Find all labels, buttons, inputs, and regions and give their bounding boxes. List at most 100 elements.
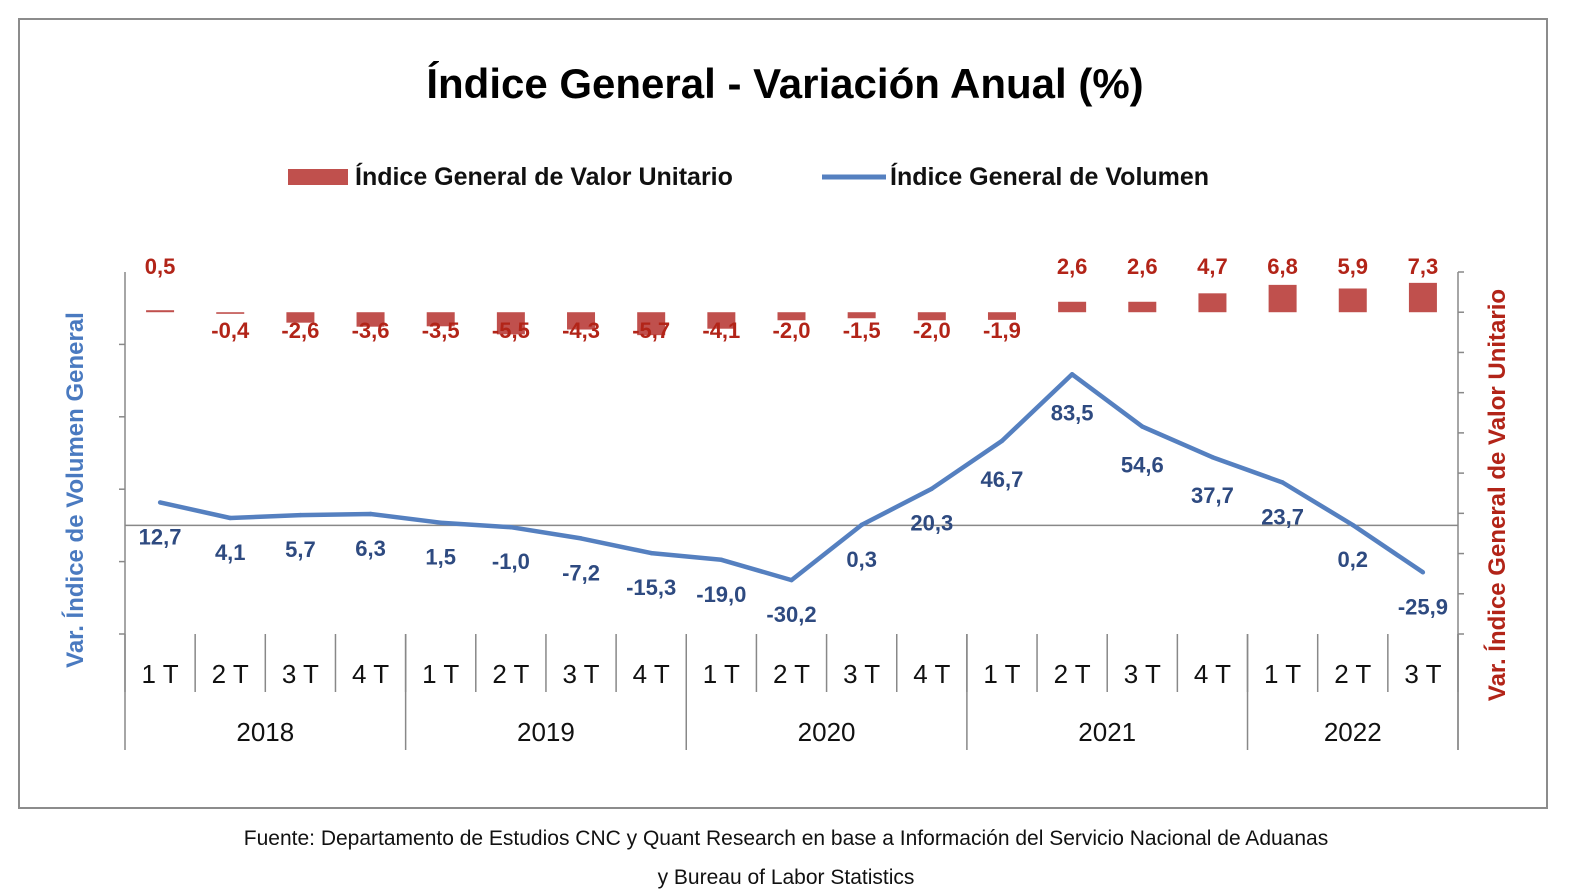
bar-valor-unitario xyxy=(1128,301,1157,313)
quarter-label: 3 T xyxy=(562,659,599,689)
bar-valor-unitario xyxy=(987,312,1016,320)
bar-valor-unitario xyxy=(286,312,315,323)
quarter-label: 3 T xyxy=(1404,659,1441,689)
quarter-label: 4 T xyxy=(913,659,950,689)
line-data-label: 4,1 xyxy=(215,540,246,565)
line-data-label: 54,6 xyxy=(1121,453,1164,478)
quarter-label: 4 T xyxy=(352,659,389,689)
line-data-label: 1,5 xyxy=(425,545,456,570)
quarter-label: 1 T xyxy=(422,659,459,689)
year-label: 2019 xyxy=(517,717,575,747)
line-point xyxy=(578,536,584,541)
source-line-2: y Bureau of Labor Statistics xyxy=(657,866,915,889)
bar-data-label: -3,5 xyxy=(422,318,460,343)
line-point xyxy=(1280,480,1285,485)
line-data-label: 37,7 xyxy=(1191,483,1234,508)
line-point xyxy=(648,550,654,556)
year-label: 2022 xyxy=(1324,717,1382,747)
quarter-label: 1 T xyxy=(703,659,740,689)
quarter-label: 4 T xyxy=(1194,659,1231,689)
line-data-label: 12,7 xyxy=(139,524,182,549)
bar-valor-unitario xyxy=(146,310,175,313)
line-data-label: 6,3 xyxy=(355,536,386,561)
quarter-label: 2 T xyxy=(1054,659,1091,689)
bar-valor-unitario xyxy=(1198,293,1227,313)
line-data-label: -1,0 xyxy=(492,549,530,574)
line-data-label: -25,9 xyxy=(1398,594,1448,619)
bar-data-label: 4,7 xyxy=(1197,254,1228,279)
quarter-label: 1 T xyxy=(142,659,179,689)
line-data-label: 23,7 xyxy=(1261,505,1304,530)
bar-valor-unitario xyxy=(496,312,525,335)
bar-valor-unitario xyxy=(356,312,385,327)
line-point xyxy=(1350,522,1355,528)
line-point xyxy=(228,515,233,521)
y-left-axis-title: Var. Índice de Volumen General xyxy=(61,312,89,668)
line-data-label: -19,0 xyxy=(696,582,746,607)
line-data-label: 46,7 xyxy=(981,467,1024,492)
legend-bar-swatch xyxy=(288,169,348,185)
bar-valor-unitario xyxy=(1338,288,1367,313)
bar-data-label: -1,9 xyxy=(983,318,1021,343)
quarter-label: 3 T xyxy=(282,659,319,689)
y-right-axis-title: Var. Índice General de Valor Unitario xyxy=(1483,289,1511,701)
line-volumen xyxy=(159,372,1425,583)
bar-data-label: -2,0 xyxy=(773,318,811,343)
bar-valor-unitario xyxy=(1058,301,1087,313)
bar-valor-unitario xyxy=(707,312,736,329)
quarter-label: 1 T xyxy=(983,659,1020,689)
bar-data-label: -4,3 xyxy=(562,318,600,343)
bar-data-label: -1,5 xyxy=(843,318,881,343)
year-label: 2021 xyxy=(1078,717,1136,747)
quarter-label: 2 T xyxy=(212,659,249,689)
bar-valor-unitario xyxy=(1408,282,1437,313)
bar-valor-unitario xyxy=(917,312,946,321)
line-data-label: 20,3 xyxy=(910,511,953,536)
bar-data-label: 6,8 xyxy=(1267,254,1298,279)
line-point xyxy=(999,438,1005,444)
line-point xyxy=(438,520,443,525)
legend-line-label: Índice General de Volumen xyxy=(890,162,1209,191)
bar-valor-unitario xyxy=(637,312,666,336)
quarter-label: 2 T xyxy=(492,659,529,689)
bar-valor-unitario xyxy=(1268,284,1297,313)
bar-data-label: 5,9 xyxy=(1337,254,1368,279)
year-label: 2020 xyxy=(798,717,856,747)
bar-data-label: 2,6 xyxy=(1127,254,1158,279)
bar-data-label: -5,5 xyxy=(492,318,530,343)
line-data-label: 0,3 xyxy=(846,547,877,572)
line-point xyxy=(368,511,373,517)
line-point xyxy=(859,522,864,528)
bar-data-label: -2,6 xyxy=(281,318,319,343)
bar-data-label: -0,4 xyxy=(211,318,250,343)
line-point xyxy=(298,512,303,518)
line-point xyxy=(157,500,163,505)
combo-chart: Índice General - Variación Anual (%) Índi… xyxy=(61,60,1511,750)
bar-data-label: 7,3 xyxy=(1408,254,1439,279)
line-data-label: 83,5 xyxy=(1051,400,1094,425)
line-point xyxy=(1069,372,1075,377)
chart-frame: Índice General - Variación Anual (%) Índi… xyxy=(18,18,1548,809)
bar-valor-unitario xyxy=(426,312,455,327)
quarter-label: 4 T xyxy=(633,659,670,689)
line-data-label: -15,3 xyxy=(626,575,676,600)
quarter-label: 2 T xyxy=(773,659,810,689)
bar-valor-unitario xyxy=(777,312,806,321)
line-data-label: -30,2 xyxy=(766,602,816,627)
bar-data-label: -4,1 xyxy=(702,318,740,343)
line-point xyxy=(1210,454,1215,460)
line-data-label: -7,2 xyxy=(562,560,600,585)
bar-valor-unitario xyxy=(847,312,876,319)
bar-data-label: 0,5 xyxy=(145,254,176,279)
line-data-label: 5,7 xyxy=(285,537,316,562)
legend-bar-label: Índice General de Valor Unitario xyxy=(355,162,733,191)
bar-data-label: -5,7 xyxy=(632,318,670,343)
chart-title: Índice General - Variación Anual (%) xyxy=(426,60,1143,107)
year-label: 2018 xyxy=(236,717,294,747)
quarter-label: 3 T xyxy=(843,659,880,689)
line-point xyxy=(508,525,514,530)
quarter-label: 1 T xyxy=(1264,659,1301,689)
bar-valor-unitario xyxy=(567,312,596,330)
bar-data-label: -2,0 xyxy=(913,318,951,343)
line-point xyxy=(929,486,935,491)
